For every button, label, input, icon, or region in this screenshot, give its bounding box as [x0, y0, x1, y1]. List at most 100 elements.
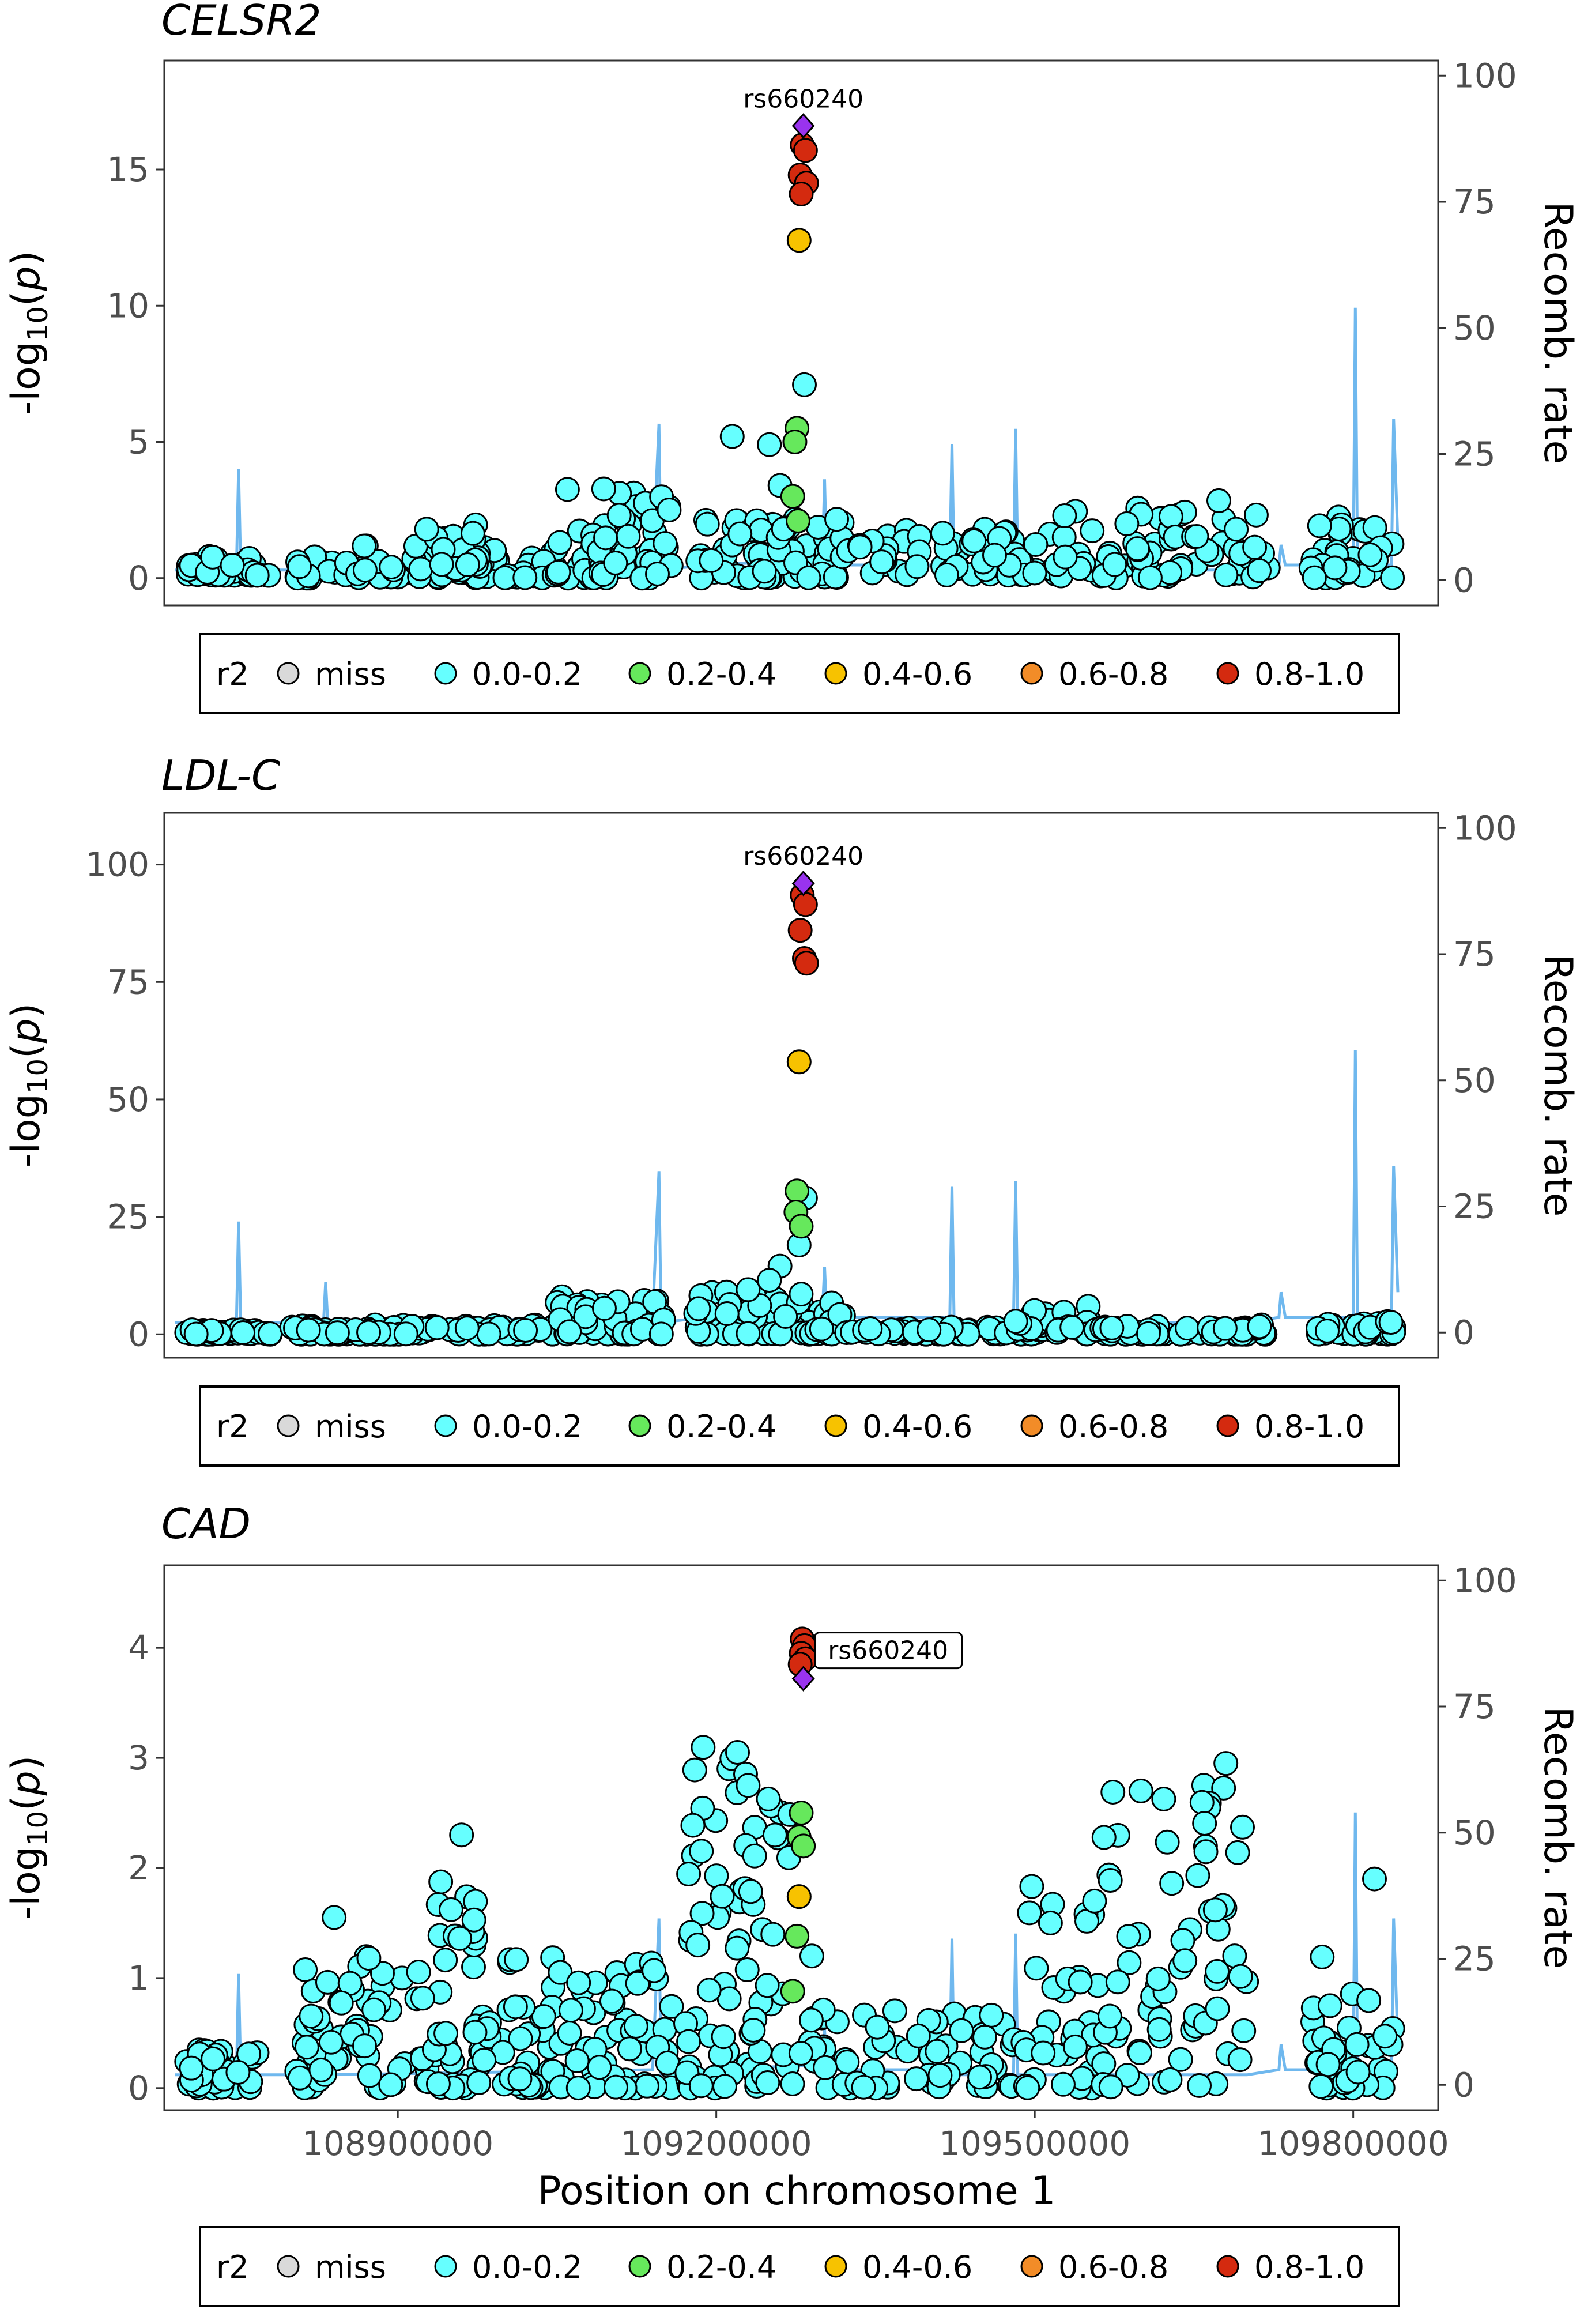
snp-point — [796, 565, 821, 590]
snp-point — [466, 2070, 492, 2096]
snp-point — [1052, 503, 1077, 528]
snp-point — [1345, 2059, 1371, 2085]
snp-point — [967, 2065, 993, 2090]
snp-point — [686, 1296, 711, 1321]
snp-point — [847, 534, 873, 560]
snp-point — [680, 1813, 706, 1838]
snp-point — [557, 2020, 582, 2046]
snp-point — [760, 1922, 786, 1947]
snp-point — [429, 552, 454, 577]
snp-point — [565, 2076, 591, 2101]
snp-point — [961, 528, 987, 553]
y2-tick-label: 75 — [1453, 1687, 1496, 1726]
snp-point — [1151, 1786, 1176, 1811]
snp-point — [780, 2071, 805, 2096]
y2-tick-label: 100 — [1453, 56, 1517, 95]
legend-key-miss — [277, 2255, 300, 2278]
plot-border — [163, 1564, 1439, 2111]
panel-title: CELSR2 — [161, 0, 321, 44]
snp-point — [1098, 2074, 1123, 2100]
snp-point — [736, 1773, 761, 1798]
snp-point — [548, 1960, 573, 1985]
snp-point — [719, 424, 745, 449]
snp-point — [1017, 1900, 1042, 1926]
snp-point — [414, 517, 439, 542]
legend-label: 0.6-0.8 — [1058, 2249, 1168, 2285]
snp-point — [564, 2048, 590, 2073]
snp-point — [809, 1316, 834, 1342]
snp-point — [1136, 1321, 1161, 1346]
snp-point — [741, 2017, 766, 2043]
snp-point — [1099, 1315, 1125, 1340]
snp-point — [788, 2041, 813, 2066]
snp-point-r1 — [785, 1923, 810, 1949]
snp-point — [1168, 2047, 1193, 2072]
snp-point — [682, 1757, 707, 1783]
snp-point — [293, 1957, 318, 1982]
snp-point — [927, 2063, 953, 2088]
snp-point-r1 — [780, 484, 805, 509]
snp-point-r4 — [787, 918, 813, 943]
panel-cad: CAD rs660240 0 1 2 3 4 0 25 50 75 100 -log10(p) Recom… — [3, 1500, 1581, 2307]
legend-label: 0.4-0.6 — [862, 2249, 972, 2285]
snp-point — [688, 2073, 714, 2099]
snp-point — [798, 2007, 824, 2033]
snp-point — [917, 1317, 942, 1343]
panel-celsr2: CELSR2 rs660240 0 5 10 15 0 25 50 75 100 -log10(p) R… — [3, 0, 1581, 714]
legend: r2 miss 0.0-0.2 0.2-0.4 0.4-0.6 0.6-0.8 0.8-1.… — [199, 2226, 1400, 2307]
snp-point — [1231, 2018, 1257, 2043]
snp-point — [1155, 1829, 1180, 1855]
snp-point — [635, 2073, 660, 2099]
snp-point — [1322, 555, 1348, 581]
background-snps — [174, 1735, 1405, 2101]
legend-label: 0.0-0.2 — [472, 1408, 582, 1445]
snp-point — [1097, 2003, 1122, 2029]
snp-point-r2 — [786, 228, 812, 253]
snp-point — [591, 1295, 617, 1321]
snp-point-r4 — [789, 182, 814, 207]
snp-point — [603, 551, 628, 576]
y-axis-title: -log10(p) — [3, 251, 54, 416]
legend-key-r1 — [628, 1414, 651, 1437]
ld-snps — [783, 883, 819, 1239]
snp-point — [757, 1268, 782, 1293]
y-tick-label: 10 — [107, 286, 149, 325]
snp-point — [752, 559, 777, 584]
snp-point — [1357, 542, 1383, 567]
legend-key-r0 — [434, 662, 457, 685]
snp-point — [696, 1978, 722, 2003]
snp-point — [1362, 1866, 1387, 1892]
snp-point-r1 — [785, 509, 810, 534]
y-tick-label: 5 — [128, 423, 149, 462]
snp-point — [183, 1321, 209, 1347]
y2-tick-label: 0 — [1453, 1313, 1474, 1352]
y2-tick-label: 25 — [1453, 435, 1496, 474]
snp-point — [508, 2026, 533, 2051]
snp-point — [979, 2002, 1004, 2028]
snp-point-r1 — [782, 430, 808, 454]
y2-tick-label: 100 — [1453, 1561, 1517, 1600]
lead-snp-label: rs660240 — [743, 842, 863, 871]
snp-point — [1019, 1874, 1044, 1899]
snp-point — [685, 1933, 711, 1958]
y-tick-label: 0 — [128, 2069, 149, 2108]
snp-point — [476, 1321, 501, 1347]
snp-point — [1212, 1316, 1238, 1341]
legend-title: r2 — [216, 1408, 249, 1445]
snp-point — [591, 476, 616, 502]
snp-point — [201, 2046, 226, 2071]
snp-point — [1192, 1810, 1217, 1836]
snp-point — [616, 523, 641, 549]
snp-point — [1091, 1825, 1117, 1850]
legend-key-r1 — [628, 2255, 651, 2278]
y-axis-title: -log10(p) — [3, 1756, 54, 1920]
snp-point — [1003, 1309, 1028, 1334]
snp-point — [606, 503, 632, 528]
snp-point — [308, 2057, 334, 2082]
snp-point — [792, 372, 817, 397]
legend-box — [199, 1385, 1400, 1467]
snp-point — [644, 561, 670, 586]
snp-point — [623, 2013, 648, 2039]
legend-key-r3 — [1020, 662, 1043, 685]
snp-point — [378, 2072, 403, 2097]
